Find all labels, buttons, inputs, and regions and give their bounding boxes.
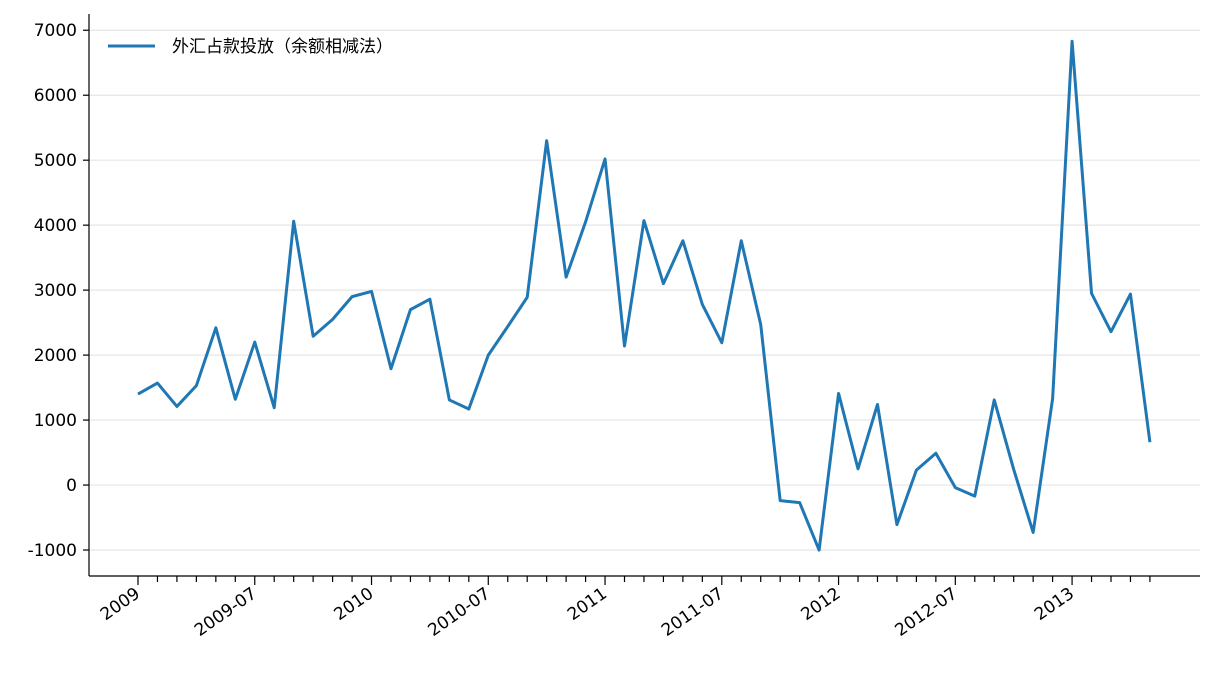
x-tick-label: 2011 bbox=[564, 584, 611, 625]
legend-label: 外汇占款投放（余额相减法） bbox=[172, 37, 393, 57]
x-tick-label: 2011-07 bbox=[658, 584, 728, 641]
y-tick-label: -1000 bbox=[28, 541, 77, 561]
y-tick-label: 2000 bbox=[34, 346, 77, 366]
y-tick-label: 7000 bbox=[34, 21, 77, 41]
y-tick-label: 1000 bbox=[34, 411, 77, 431]
x-tick-label: 2009-07 bbox=[191, 584, 261, 641]
y-tick-label: 5000 bbox=[34, 151, 77, 171]
line-series bbox=[137, 39, 1152, 552]
y-tick-label: 0 bbox=[66, 476, 77, 496]
x-tick-label: 2010-07 bbox=[424, 584, 494, 641]
x-tick-label: 2012 bbox=[798, 584, 845, 625]
x-tick-label: 2009 bbox=[97, 584, 144, 625]
x-tick-label: 2010 bbox=[330, 584, 377, 625]
x-tick-label: 2013 bbox=[1031, 584, 1078, 625]
y-tick-label: 4000 bbox=[34, 216, 77, 236]
y-tick-label: 3000 bbox=[34, 281, 77, 301]
x-tick-label: 2012-07 bbox=[892, 584, 962, 641]
y-tick-label: 6000 bbox=[34, 86, 77, 106]
